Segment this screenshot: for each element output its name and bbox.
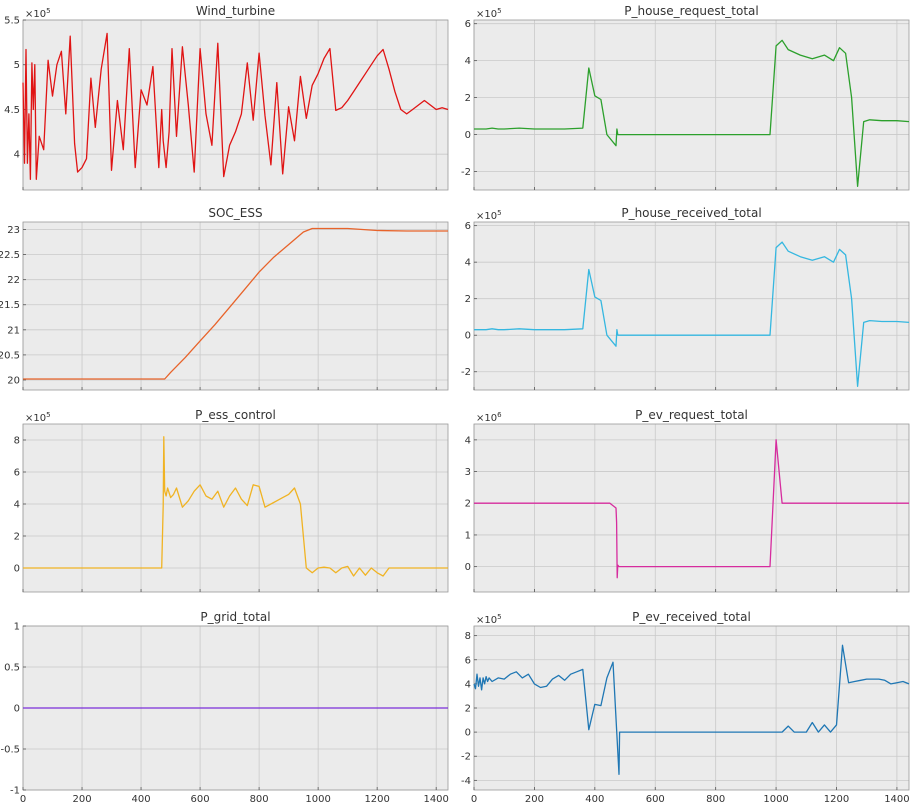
y-tick-label: 22.5 [0, 250, 20, 261]
y-tick-label: 20 [7, 375, 20, 386]
y-tick-label: 8 [465, 631, 471, 642]
exponent-label: ×105 [476, 613, 502, 626]
y-tick-label: 4 [465, 679, 471, 690]
exponent-label: ×105 [25, 411, 51, 424]
y-tick-label: 6 [465, 655, 471, 666]
y-tick-label: -2 [461, 367, 471, 378]
y-tick-label: 2 [465, 294, 471, 305]
y-tick-label: 23 [7, 225, 20, 236]
y-tick-label: 2 [465, 704, 471, 715]
exponent-label: ×105 [476, 7, 502, 20]
y-tick-label: 6 [14, 468, 20, 479]
y-tick-label: 4 [14, 500, 20, 511]
x-tick-label: 600 [191, 794, 210, 805]
y-tick-label: 5 [14, 60, 20, 71]
x-tick-label: 1400 [423, 794, 448, 805]
axes-background [23, 20, 448, 190]
x-tick-label: 0 [471, 794, 477, 805]
axes-background [23, 424, 448, 592]
axes-background [23, 222, 448, 390]
y-tick-label: 20.5 [0, 350, 20, 361]
y-tick-label: -0.5 [0, 745, 20, 756]
y-tick-label: 4 [14, 150, 20, 161]
subplot-title: P_ev_request_total [635, 408, 748, 422]
y-tick-label: 0.5 [4, 663, 20, 674]
y-tick-label: 21 [7, 325, 20, 336]
subplot-5: 0 2 4 6 8 ×105 P_ess_control [14, 408, 449, 593]
x-tick-label: 1000 [763, 794, 788, 805]
y-tick-label: 2 [14, 532, 20, 543]
subplot-6: 0 1 2 3 4 ×106 P_ev_request_total [465, 408, 910, 593]
axes-box [473, 221, 910, 391]
series-line [23, 227, 448, 380]
x-tick-label: 400 [585, 794, 604, 805]
subplot-title: Wind_turbine [196, 4, 275, 18]
x-tick-label: 600 [646, 794, 665, 805]
y-tick-label: -2 [461, 752, 471, 763]
exponent-label: ×105 [25, 7, 51, 20]
y-tick-label: 4 [465, 435, 471, 446]
subplot-2: -2 0 2 4 6 ×105 P_house_request_total [461, 4, 910, 191]
exponent-label: ×106 [476, 411, 502, 424]
axes-box [22, 221, 449, 391]
y-tick-label: 1 [14, 622, 20, 633]
y-tick-label: 0 [14, 704, 20, 715]
x-tick-label: 200 [72, 794, 91, 805]
x-tick-label: 1200 [364, 794, 389, 805]
axes-background [474, 222, 909, 390]
x-tick-label: 800 [250, 794, 269, 805]
y-tick-label: 0 [465, 562, 471, 573]
series-line [474, 439, 909, 579]
subplot-4: -2 0 2 4 6 ×105 P_house_received_total [461, 206, 910, 391]
x-tick-label: 800 [706, 794, 725, 805]
subplot-8: -4 -2 0 2 4 6 8 0 200 400 600 800 1000 1200 1400 ×105 P_… [461, 610, 910, 805]
y-tick-label: 4.5 [4, 105, 20, 116]
y-tick-label: -4 [461, 776, 471, 787]
x-tick-label: 0 [20, 794, 26, 805]
x-tick-label: 200 [525, 794, 544, 805]
y-tick-label: 0 [465, 331, 471, 342]
axes-background [474, 20, 909, 190]
y-tick-label: 8 [14, 436, 20, 447]
subplot-title: P_ev_received_total [632, 610, 751, 624]
axes-box [473, 19, 910, 191]
y-tick-label: 2 [465, 93, 471, 104]
x-tick-label: 1200 [824, 794, 849, 805]
y-tick-label: 2 [465, 499, 471, 510]
y-tick-label: 4 [465, 258, 471, 269]
subplot-title: P_house_received_total [621, 206, 761, 220]
axes-box [22, 423, 449, 593]
subplot-1: 4 4.5 5 5.5 ×105 Wind_turbine [4, 4, 449, 191]
series-line [473, 644, 910, 775]
y-tick-label: 1 [465, 530, 471, 541]
y-tick-label: 0 [465, 130, 471, 141]
y-tick-label: 6 [465, 221, 471, 232]
subplot-title: P_house_request_total [624, 4, 758, 18]
x-tick-label: 1000 [305, 794, 330, 805]
subplot-title: SOC_ESS [208, 206, 262, 220]
y-tick-label: 0 [14, 564, 20, 575]
subplot-3: 20 20.5 21 21.5 22 22.5 23 SOC_ESS [0, 206, 449, 391]
y-tick-label: -1 [10, 786, 20, 797]
series-line [22, 32, 449, 180]
series-line [23, 436, 448, 577]
x-tick-label: 1400 [884, 794, 909, 805]
subplot-title: P_grid_total [200, 610, 270, 624]
y-tick-label: -2 [461, 167, 471, 178]
y-tick-label: 3 [465, 467, 471, 478]
y-tick-label: 0 [465, 728, 471, 739]
subplot-title: P_ess_control [195, 408, 276, 422]
y-tick-label: 5.5 [4, 16, 20, 27]
exponent-label: ×105 [476, 209, 502, 222]
y-tick-label: 22 [7, 275, 20, 286]
x-tick-label: 400 [132, 794, 151, 805]
series-line [474, 241, 910, 387]
y-tick-label: 6 [465, 19, 471, 30]
y-tick-label: 4 [465, 56, 471, 67]
axes-box [473, 423, 910, 593]
y-tick-label: 21.5 [0, 300, 20, 311]
subplot-7: -1 -0.5 0 0.5 1 0 200 400 600 800 1000 1200 1400 P_gr… [0, 610, 448, 805]
series-line [474, 39, 910, 187]
